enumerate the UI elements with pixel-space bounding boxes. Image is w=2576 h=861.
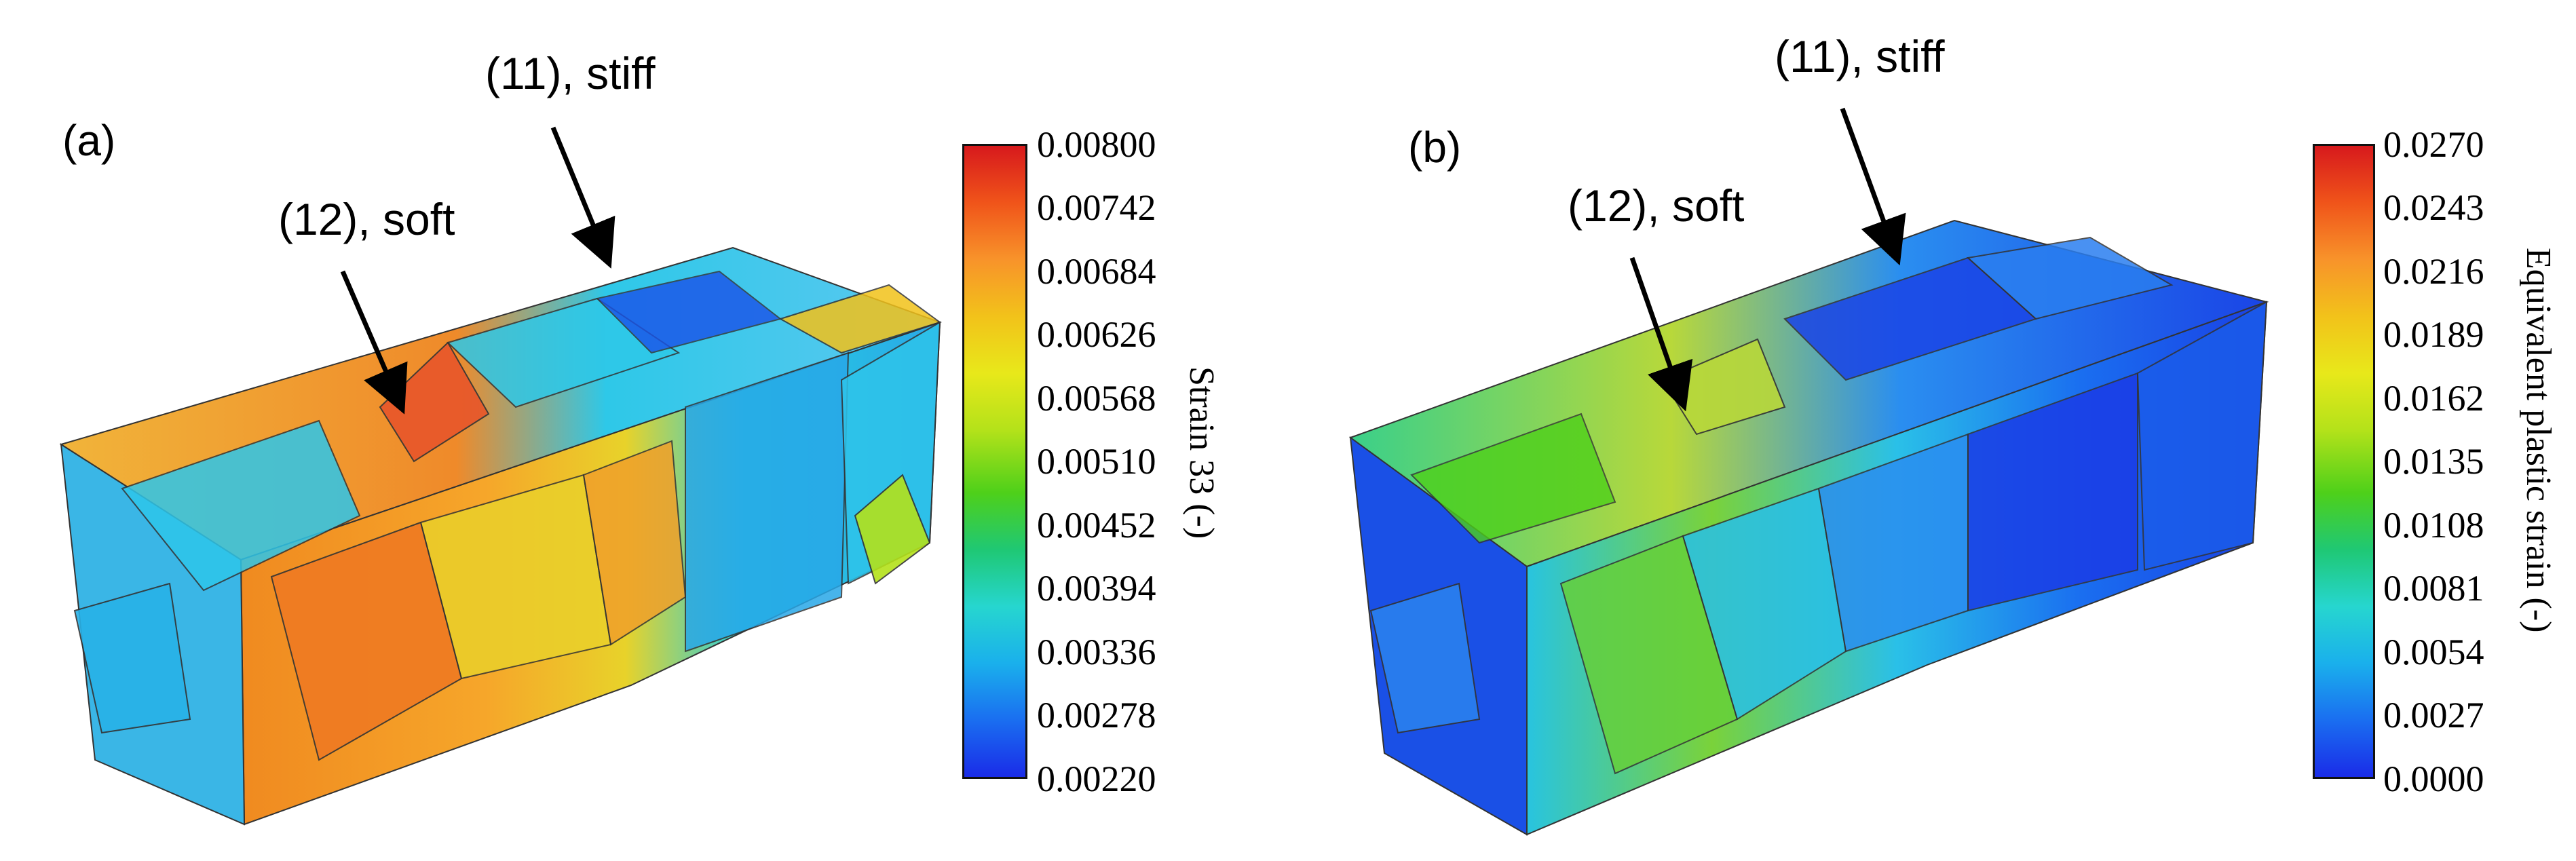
panel-b-soft-arrow: [1629, 256, 1693, 412]
panel-b-stiff-annotation: (11), stiff: [1775, 31, 1945, 81]
colorbar-b-tick: 0.0054: [2383, 632, 2484, 672]
panel-a-soft-annotation: (12), soft: [278, 194, 455, 244]
panel-a-colorbar: [962, 144, 1027, 779]
colorbar-b-tick: 0.0162: [2383, 378, 2484, 419]
panel-b-stiff-arrow: [1840, 107, 1906, 266]
panel-b-colorbar-title: Equivalent plastic strain (-): [2519, 248, 2558, 633]
colorbar-a-tick: 0.00800: [1037, 124, 1156, 165]
colorbar-b-tick: 0.0243: [2383, 187, 2484, 228]
colorbar-a-tick: 0.00684: [1037, 251, 1156, 292]
panel-b-mesh-box: [1348, 219, 2269, 836]
colorbar-b-tick: 0.0081: [2383, 568, 2484, 609]
colorbar-a-tick: 0.00626: [1037, 314, 1156, 355]
panel-a-colorbar-title: Strain 33 (-): [1182, 366, 1221, 539]
panel-b-label: (b): [1408, 123, 1462, 172]
colorbar-a-tick: 0.00510: [1037, 441, 1156, 482]
colorbar-a-tick: 0.00278: [1037, 695, 1156, 735]
colorbar-b-tick: 0.0270: [2383, 124, 2484, 165]
colorbar-b-tick: 0.0027: [2383, 695, 2484, 735]
colorbar-b-tick: 0.0108: [2383, 505, 2484, 546]
colorbar-a-tick: 0.00452: [1037, 505, 1156, 546]
colorbar-a-tick: 0.00336: [1037, 632, 1156, 672]
panel-a-mesh-box: [59, 246, 943, 826]
colorbar-b-tick: 0.0135: [2383, 441, 2484, 482]
colorbar-a-tick: 0.00220: [1037, 759, 1156, 799]
colorbar-b-tick: 0.0189: [2383, 314, 2484, 355]
panel-a-stiff-arrow: [550, 126, 615, 269]
colorbar-a-tick: 0.00394: [1037, 568, 1156, 609]
panel-a-soft-arrow: [340, 270, 408, 415]
colorbar-b-tick: 0.0216: [2383, 251, 2484, 292]
panel-a-stiff-annotation: (11), stiff: [485, 48, 656, 98]
panel-b-colorbar: [2313, 144, 2375, 779]
colorbar-a-tick: 0.00568: [1037, 378, 1156, 419]
panel-b-soft-annotation: (12), soft: [1568, 180, 1745, 231]
colorbar-b-tick: 0.0000: [2383, 759, 2484, 799]
colorbar-a-tick: 0.00742: [1037, 187, 1156, 228]
panel-a-label: (a): [62, 116, 116, 165]
